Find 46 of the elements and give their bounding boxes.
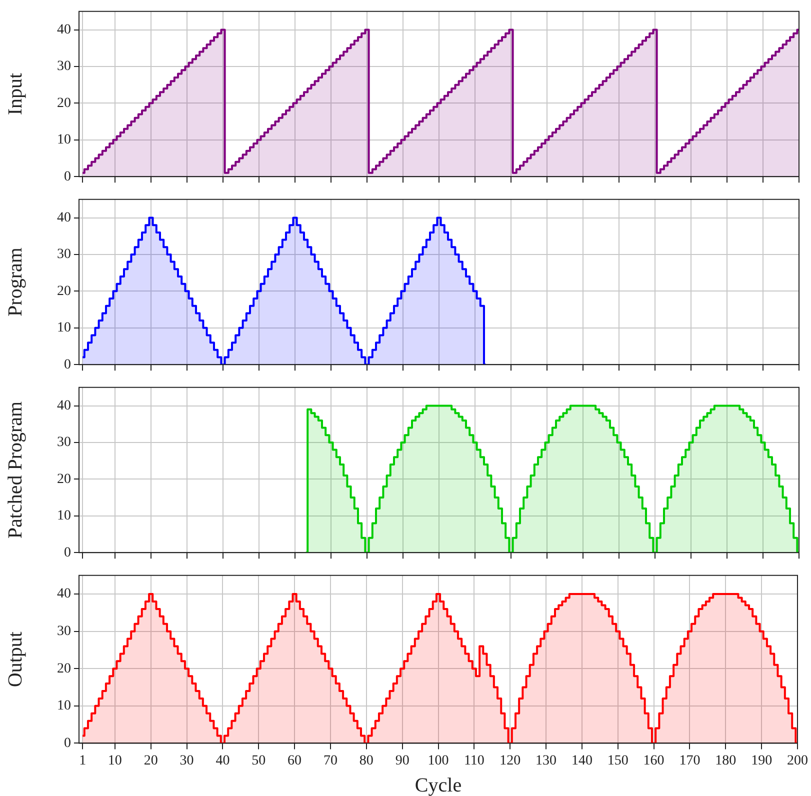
x-tick-label: 130 (536, 753, 557, 768)
y-tick-label: 40 (57, 210, 71, 226)
x-tick-label: 120 (500, 753, 521, 768)
y-tick-label: 0 (64, 736, 71, 751)
x-tick-label: 160 (643, 753, 664, 768)
y-tick-label: 30 (57, 247, 71, 262)
y-axis-title: Input (4, 72, 26, 116)
y-tick-label: 20 (57, 284, 71, 299)
y-tick-label: 20 (57, 96, 71, 111)
y-tick-label: 0 (64, 545, 71, 560)
x-tick-label: 100 (428, 753, 449, 768)
x-tick-label: 40 (216, 753, 230, 768)
y-tick-label: 10 (57, 320, 71, 336)
x-tick-label: 200 (787, 753, 808, 768)
x-axis-title: Cycle (414, 774, 462, 796)
x-tick-label: 20 (144, 753, 158, 768)
y-tick-label: 0 (64, 357, 71, 372)
y-tick-label: 10 (57, 698, 71, 714)
y-tick-label: 40 (57, 586, 71, 602)
x-tick-label: 90 (395, 753, 410, 768)
y-tick-label: 40 (57, 398, 71, 414)
y-tick-label: 10 (57, 508, 71, 524)
x-tick-label: 150 (607, 753, 628, 768)
y-axis-title: Patched Program (4, 400, 26, 539)
y-tick-label: 30 (57, 59, 71, 74)
x-tick-label: 1 (79, 753, 86, 768)
y-axis-title: Output (4, 631, 26, 688)
x-tick-label: 140 (571, 753, 592, 768)
y-tick-label: 30 (57, 624, 71, 640)
y-tick-label: 0 (64, 169, 71, 184)
x-tick-label: 30 (180, 753, 194, 768)
x-tick-label: 80 (359, 753, 374, 768)
y-axis-title: Program (4, 247, 26, 316)
y-tick-label: 20 (57, 661, 71, 676)
y-tick-label: 40 (57, 22, 71, 38)
x-tick-label: 170 (679, 753, 700, 768)
x-tick-label: 60 (288, 753, 302, 768)
y-tick-label: 30 (57, 435, 71, 450)
y-tick-label: 20 (57, 472, 71, 487)
x-tick-label: 190 (751, 753, 772, 768)
y-tick-label: 10 (57, 132, 71, 148)
x-tick-label: 70 (323, 753, 338, 768)
x-tick-label: 10 (108, 753, 122, 768)
x-tick-label: 50 (252, 753, 266, 768)
x-tick-label: 180 (715, 753, 736, 768)
x-tick-label: 110 (464, 753, 484, 768)
